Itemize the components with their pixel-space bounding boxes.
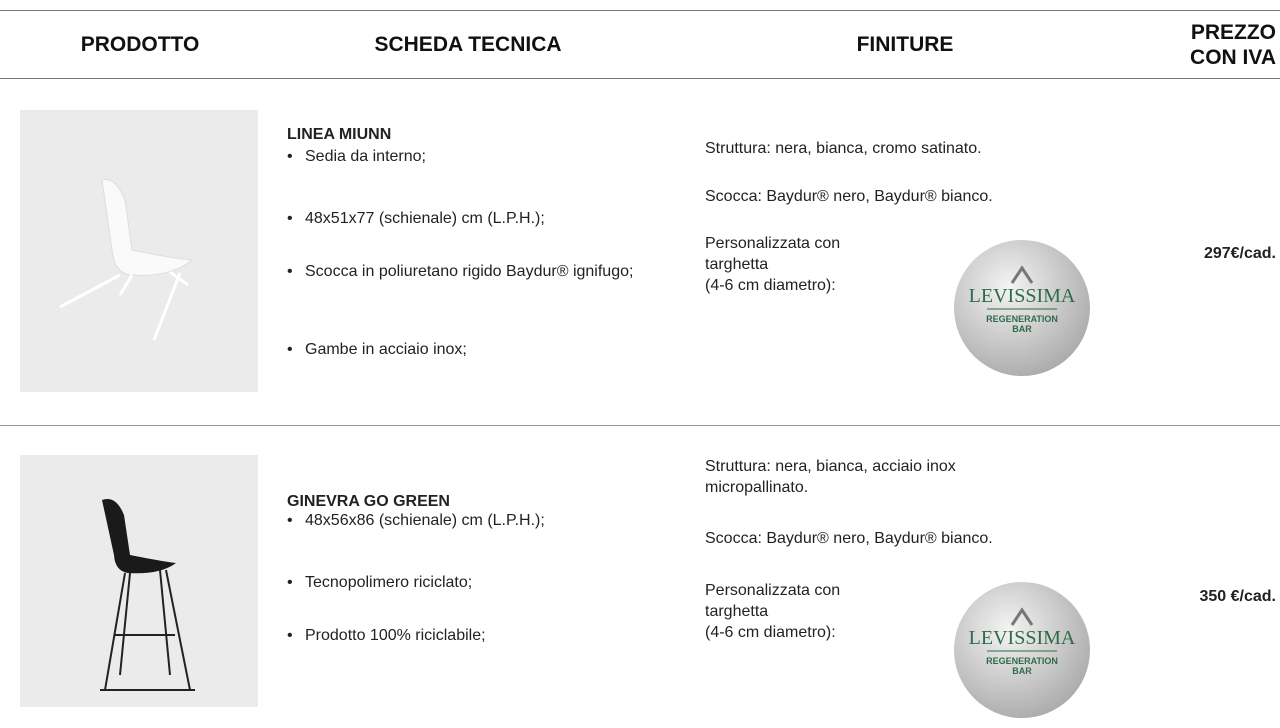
finish-text: Struttura: nera, bianca, cromo satinato. [705,140,982,157]
spec-item: Scocca in poliuretano rigido Baydur® ign… [287,261,645,282]
divider [0,10,1280,11]
product-title: LINEA MIUNN [287,126,392,143]
badge-disc [954,582,1090,718]
personalization-text: Personalizzata con [705,235,841,252]
spec-item: Sedia da interno; [287,146,645,167]
price: 350 €/cad. [1199,588,1277,605]
header-cell: PREZZO CON IVA [1190,21,1276,69]
personalization-text: (4-6 cm diametro): [705,624,836,641]
personalization-text: targhetta [705,603,769,620]
personalization-text: (4-6 cm diametro): [705,277,836,294]
spec-item: Gambe in acciaio inox; [287,339,645,360]
price: 297€/cad. [1203,245,1276,262]
finish-text: Scocca: Baydur® nero, Baydur® bianco. [705,188,993,205]
chair-leg [104,572,126,691]
chair-leg [152,272,182,341]
personalization-text: Personalizzata con [705,582,841,599]
spec-item: Tecnopolimero riciclato; [287,572,645,593]
finish-text: Struttura: nera, bianca, acciaio inox mi… [705,458,956,496]
spec-item: Prodotto 100% riciclabile; [287,625,645,646]
header-cell: PRODOTTO [80,33,200,56]
badge-disc [954,240,1090,376]
divider [0,425,1280,426]
badge-line: REGENERATION [986,314,1058,324]
header-cell: SCHEDA TECNICA [374,33,562,56]
chair-leg [59,273,121,309]
chair-leg [118,274,134,296]
chair-leg [165,569,191,691]
product-image [20,110,258,392]
finish-text: Scocca: Baydur® nero, Baydur® bianco. [705,530,993,547]
badge-mountain [1010,265,1034,284]
divider [0,78,1280,79]
image-bg [20,455,258,707]
chair-leg [159,569,171,676]
chair-leg [119,572,131,676]
header-cell: FINITURE [856,33,954,56]
badge-mountain [1010,607,1034,626]
badge-line: REGENERATION [986,656,1058,666]
badge-brand: LEVISSIMA [969,285,1076,307]
badge-line: BAR [1012,324,1032,334]
chair-seat [102,499,176,574]
product-title: GINEVRA GO GREEN [287,493,450,510]
badge-brand: LEVISSIMA [969,627,1076,649]
badge-line: BAR [1012,666,1032,676]
spec-item: 48x51x77 (schienale) cm (L.P.H.); [287,208,645,229]
personalization-text: targhetta [705,256,769,273]
chair-seat [101,178,194,276]
spec-item: 48x56x86 (schienale) cm (L.P.H.); [287,510,645,531]
product-image [20,455,258,707]
